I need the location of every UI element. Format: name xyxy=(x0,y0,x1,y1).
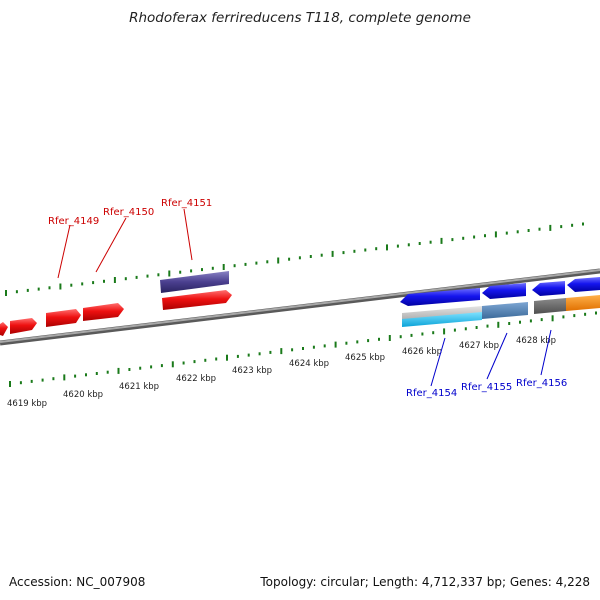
gene-label-rfer-4154[interactable]: Rfer_4154 xyxy=(406,388,457,399)
gene-arrow[interactable] xyxy=(162,290,232,310)
scale-label: 4627 kbp xyxy=(459,341,499,351)
gene-label-rfer-4155[interactable]: Rfer_4155 xyxy=(461,382,512,393)
gene-label-rfer-4151[interactable]: Rfer_4151 xyxy=(161,198,212,209)
tick-row-bottom xyxy=(9,311,597,387)
genome-summary-text: Topology: circular; Length: 4,712,337 bp… xyxy=(260,575,590,589)
tick-row-top xyxy=(5,222,584,296)
gene-feature-steel[interactable] xyxy=(482,302,528,319)
forward-strand-genes xyxy=(0,271,232,336)
gene-feature-dark[interactable] xyxy=(534,298,566,314)
gene-arrow-4154[interactable] xyxy=(400,288,480,306)
scale-labels: 4619 kbp 4620 kbp 4621 kbp 4622 kbp 4623… xyxy=(7,336,556,409)
gene-arrow-4155[interactable] xyxy=(482,283,526,299)
gene-feature-orange[interactable] xyxy=(566,295,600,311)
gene-label-rfer-4149[interactable]: Rfer_4149 xyxy=(48,216,99,227)
gene-label-rfer-4150[interactable]: Rfer_4150 xyxy=(103,207,154,218)
scale-label: 4621 kbp xyxy=(119,382,159,392)
scale-label: 4623 kbp xyxy=(232,366,272,376)
scale-label: 4625 kbp xyxy=(345,353,385,363)
scale-label: 4619 kbp xyxy=(7,399,47,409)
gene-feature-cyan[interactable] xyxy=(402,312,482,327)
gene-arrow-4156[interactable] xyxy=(532,281,565,296)
gene-purple[interactable] xyxy=(160,271,229,293)
scale-label: 4624 kbp xyxy=(289,359,329,369)
gene-arrow[interactable] xyxy=(83,303,124,321)
scale-label: 4628 kbp xyxy=(516,336,556,346)
gene-labels: Rfer_4149 Rfer_4150 Rfer_4151 Rfer_4154 … xyxy=(48,198,567,399)
reverse-strand-genes xyxy=(400,277,600,327)
accession-text: Accession: NC_007908 xyxy=(9,575,146,589)
map-title: Rhodoferax ferrireducens T118, complete … xyxy=(129,10,471,26)
scale-label: 4622 kbp xyxy=(176,374,216,384)
gene-arrow[interactable] xyxy=(567,277,600,292)
gene-arrow[interactable] xyxy=(10,318,37,334)
gene-label-rfer-4156[interactable]: Rfer_4156 xyxy=(516,378,567,389)
scale-label: 4626 kbp xyxy=(402,347,442,357)
scale-label: 4620 kbp xyxy=(63,390,103,400)
label-leaders xyxy=(57,208,552,387)
gene-arrow[interactable] xyxy=(46,309,81,327)
genome-backbone-highlight xyxy=(0,269,600,343)
gene-arrow[interactable] xyxy=(0,322,8,336)
